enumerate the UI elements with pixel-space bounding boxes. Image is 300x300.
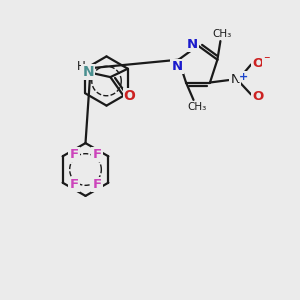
Text: O: O (252, 89, 263, 103)
Text: F: F (92, 148, 101, 161)
Text: ⁻: ⁻ (263, 54, 270, 68)
Text: CH₃: CH₃ (187, 102, 206, 112)
Text: CH₃: CH₃ (212, 28, 231, 39)
Text: N: N (230, 73, 240, 86)
Text: +: + (239, 71, 248, 82)
Text: O: O (252, 56, 263, 70)
Text: N: N (82, 65, 94, 79)
Text: F: F (70, 178, 79, 191)
Text: N: N (172, 60, 183, 73)
Text: F: F (92, 178, 101, 191)
Text: N: N (187, 38, 198, 51)
Text: H: H (77, 59, 86, 73)
Text: O: O (124, 89, 136, 103)
Text: F: F (70, 148, 79, 161)
